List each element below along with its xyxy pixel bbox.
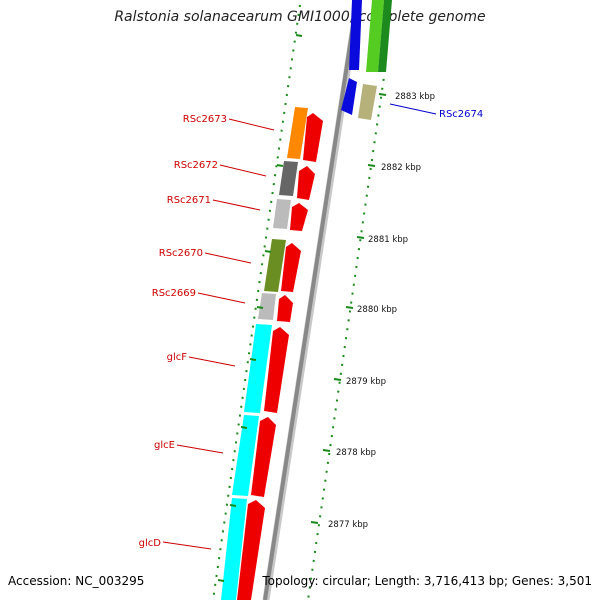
gene-label-glcd[interactable]: glcD bbox=[139, 538, 162, 549]
gene-label-glce[interactable]: glcE bbox=[154, 440, 175, 451]
gene-box-glcf[interactable] bbox=[244, 324, 272, 413]
gene-label-rsc2671[interactable]: RSc2671 bbox=[167, 195, 211, 206]
genome-backbone bbox=[263, 0, 359, 600]
gene-box-rsc2672[interactable] bbox=[279, 161, 298, 196]
gene-forward-blue-2[interactable] bbox=[341, 78, 357, 115]
gene-arrow-rsc2673[interactable] bbox=[303, 113, 323, 162]
gene-label-rsc2672[interactable]: RSc2672 bbox=[174, 160, 218, 171]
gene-label-rsc2670[interactable]: RSc2670 bbox=[159, 248, 203, 259]
gene-arrow-glcf[interactable] bbox=[264, 327, 289, 413]
gene-forward-blue-1[interactable] bbox=[349, 0, 362, 70]
kbp-label-2883: 2883 kbp bbox=[395, 92, 435, 102]
gene-forward-darkgreen[interactable] bbox=[378, 0, 392, 72]
gene-label-glcf[interactable]: glcF bbox=[167, 352, 188, 363]
kbp-label-2878: 2878 kbp bbox=[336, 448, 376, 458]
gene-rsc2674[interactable] bbox=[358, 84, 377, 120]
gene-arrow-rsc2671[interactable] bbox=[290, 203, 308, 231]
kbp-label-2880: 2880 kbp bbox=[357, 305, 397, 315]
gene-label-rsc2669[interactable]: RSc2669 bbox=[152, 288, 196, 299]
gene-arrow-glcd[interactable] bbox=[237, 500, 265, 600]
kbp-label-2877: 2877 kbp bbox=[328, 520, 368, 530]
outer-ring-dashes bbox=[310, 93, 387, 524]
accession-text: Accession: NC_003295 bbox=[8, 574, 145, 588]
gene-arrow-glce[interactable] bbox=[251, 417, 276, 497]
gene-arrow-rsc2669[interactable] bbox=[277, 295, 293, 322]
gene-box-rsc2673[interactable] bbox=[287, 107, 308, 159]
inner-ring-dashes bbox=[217, 34, 303, 582]
gene-arrow-rsc2672[interactable] bbox=[297, 166, 315, 200]
reverse-leader-lines bbox=[162, 118, 275, 550]
gene-box-rsc2669[interactable] bbox=[258, 293, 276, 320]
gene-box-glcd[interactable] bbox=[221, 498, 247, 600]
gene-label-rsc2673[interactable]: RSc2673 bbox=[183, 114, 227, 125]
gene-arrow-rsc2670[interactable] bbox=[281, 243, 301, 292]
inner-tick-ring bbox=[212, 4, 301, 600]
forward-leader-line bbox=[389, 103, 437, 115]
gene-label-rsc2674[interactable]: RSc2674 bbox=[439, 109, 483, 120]
gene-box-rsc2671[interactable] bbox=[273, 199, 291, 229]
genome-title: Ralstonia solanacearum GMI1000, complete… bbox=[114, 9, 486, 25]
gene-box-rsc2670[interactable] bbox=[264, 239, 286, 292]
topology-text: Topology: circular; Length: 3,716,413 bp… bbox=[262, 574, 592, 588]
kbp-label-2879: 2879 kbp bbox=[346, 377, 386, 387]
reverse-red-genes bbox=[237, 113, 323, 600]
kbp-label-2882: 2882 kbp bbox=[381, 163, 421, 173]
gene-box-glce[interactable] bbox=[232, 415, 259, 496]
kbp-label-2881: 2881 kbp bbox=[368, 235, 408, 245]
